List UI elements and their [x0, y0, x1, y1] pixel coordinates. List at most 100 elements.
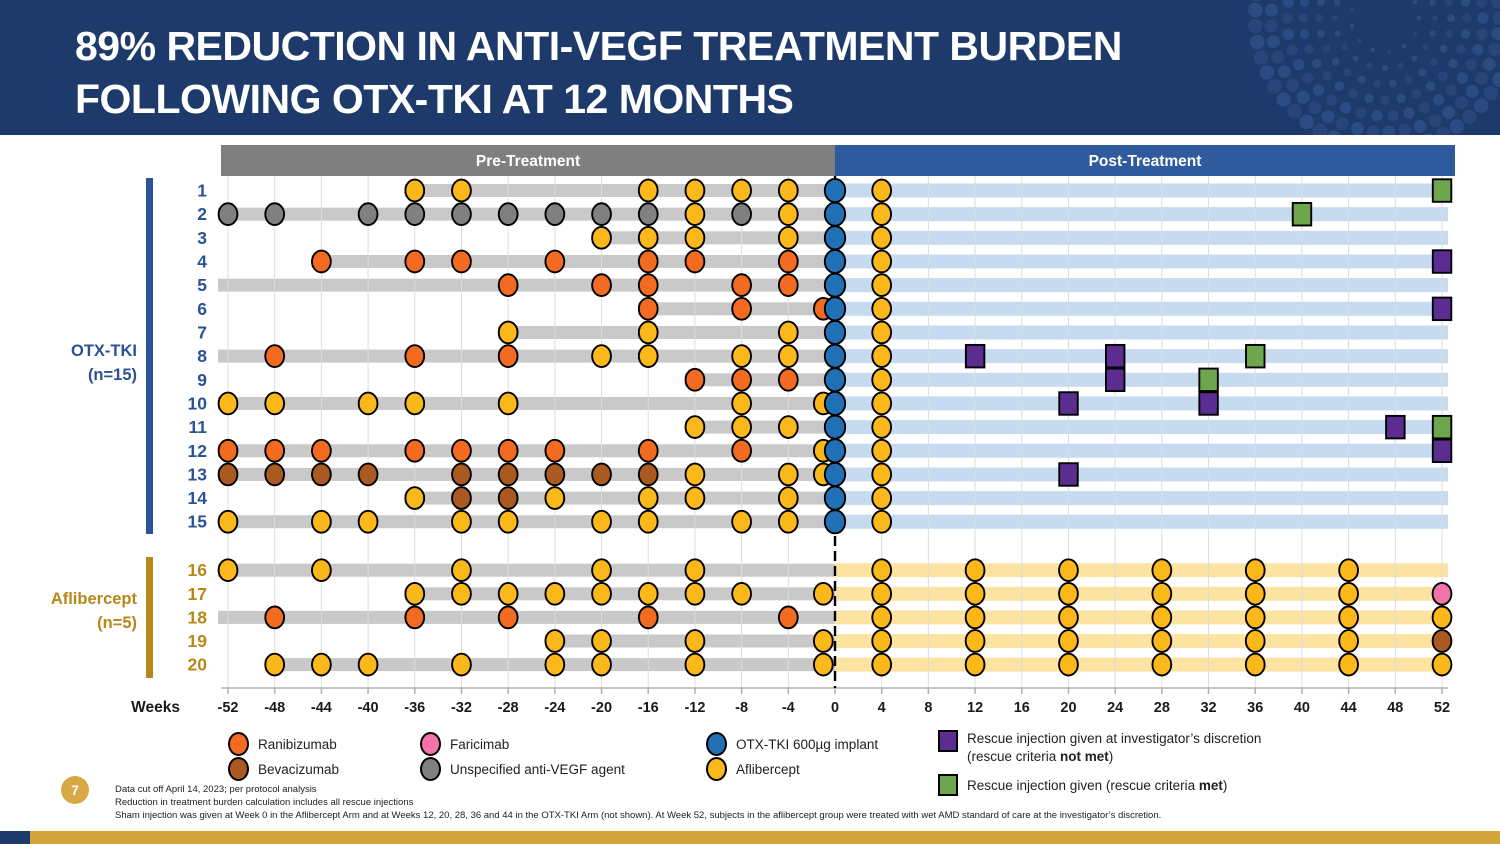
injection-dot-aflibercept — [777, 462, 799, 487]
injection-dot-otx-tki — [823, 319, 847, 346]
injection-dot-aflibercept — [964, 652, 986, 677]
injection-dot-ranibizumab — [637, 296, 659, 321]
post-treatment-band — [835, 514, 1448, 529]
otx-tki-group-n: (n=15) — [88, 366, 137, 384]
axis-tick-label: 32 — [1200, 700, 1216, 716]
injection-dot-bevacizumab — [591, 462, 612, 487]
injection-dot-aflibercept — [1151, 605, 1173, 630]
injection-dot-aflibercept — [684, 202, 706, 227]
injection-dot-otx-tki — [823, 296, 847, 322]
decoration-dot — [1340, 102, 1352, 114]
injection-dot-aflibercept — [591, 558, 612, 583]
injection-dot-ranibizumab — [777, 367, 799, 392]
injection-dot-aflibercept — [731, 415, 752, 439]
injection-dot-aflibercept — [1338, 605, 1359, 630]
axis-tick-label: 20 — [1060, 700, 1076, 716]
post-treatment-band — [835, 586, 1448, 601]
legend-item-ranibizumab: Ranibizumab — [228, 732, 337, 756]
pre-treatment-label: Pre-Treatment — [476, 153, 580, 170]
decoration-dot — [1331, 14, 1339, 22]
decoration-dot — [1402, 43, 1407, 49]
injection-dot-aflibercept — [637, 486, 659, 510]
injection-dot-ranibizumab — [777, 273, 799, 297]
injection-dot-aflibercept — [777, 344, 799, 368]
decoration-dot — [1381, 64, 1389, 72]
axis-tick-label: 36 — [1247, 700, 1263, 716]
decoration-dot — [1382, 125, 1396, 135]
post-treatment-band — [835, 491, 1448, 506]
post-treatment-band — [835, 563, 1448, 578]
injection-dot-ranibizumab — [777, 249, 799, 274]
injection-dot-aflibercept — [1058, 605, 1079, 630]
injection-dot-aflibercept — [684, 225, 706, 250]
decoration-dot — [1270, 0, 1277, 1]
injection-dot-aflibercept — [964, 581, 986, 606]
decoration-dot — [1404, 75, 1413, 84]
decoration-dot — [1491, 27, 1500, 41]
post-treatment-band — [835, 443, 1448, 458]
decoration-dot — [1386, 49, 1392, 54]
decoration-dot — [1371, 110, 1383, 122]
injection-dot-aflibercept — [777, 415, 799, 439]
decoration-dot — [1413, 119, 1427, 133]
injection-dot-aflibercept — [871, 367, 893, 392]
decoration-dot — [1366, 62, 1373, 69]
injection-dot-aflibercept — [591, 509, 612, 534]
injection-dot-aflibercept — [1244, 605, 1266, 630]
pre-treatment-header — [221, 145, 835, 176]
decoration-dot — [1447, 14, 1455, 22]
rescue-square-met — [1431, 414, 1453, 440]
footnote-2: Reduction in treatment burden calculatio… — [115, 797, 414, 808]
rescue-square-met — [1245, 343, 1266, 369]
decoration-dot — [1264, 3, 1278, 17]
injection-dot-aflibercept — [871, 391, 893, 416]
injection-dot-bevacizumab — [637, 462, 659, 487]
injection-dot-ranibizumab — [497, 605, 519, 630]
decoration-dot — [1448, 58, 1458, 69]
decoration-dot — [1355, 107, 1367, 119]
decoration-dot — [1247, 18, 1263, 34]
decoration-dot — [1343, 68, 1352, 77]
injection-dot-aflibercept — [1244, 629, 1266, 653]
decoration-dot — [1462, 109, 1477, 125]
decoration-dot — [1299, 0, 1310, 7]
injection-dot-ranibizumab — [404, 344, 426, 368]
injection-dot-aflibercept — [591, 629, 612, 653]
decoration-dot — [1397, 62, 1404, 69]
legend-item-faricimab: Faricimab — [420, 732, 509, 756]
pre-treatment-bar — [218, 563, 835, 577]
injection-dot-otx-tki — [823, 461, 847, 487]
injection-dot-aflibercept — [777, 509, 799, 534]
decoration-dot — [1317, 0, 1325, 7]
aflibercept-group-n: (n=5) — [97, 614, 137, 632]
injection-dot-otx-tki — [823, 201, 847, 227]
injection-dot-aflibercept — [871, 415, 893, 439]
row-number: 13 — [188, 464, 208, 484]
decoration-dot — [1416, 15, 1422, 21]
decoration-dot — [1423, 133, 1433, 135]
decoration-dot — [1418, 102, 1430, 114]
injection-dot-aflibercept — [1338, 629, 1359, 653]
rescue-met-post: ) — [1222, 777, 1228, 793]
injection-dot-aflibercept — [497, 391, 519, 416]
injection-dot-ranibizumab — [404, 438, 426, 463]
axis-tick-label: 24 — [1107, 700, 1123, 716]
dot-swirl-decoration — [1247, 0, 1500, 135]
injection-dot-aflibercept — [684, 178, 706, 203]
decoration-dot — [1431, 14, 1439, 22]
decoration-dot — [1327, 130, 1342, 135]
decoration-dot — [1389, 79, 1397, 88]
ranibizumab-swatch-icon — [228, 732, 249, 756]
injection-dot-aflibercept — [731, 178, 752, 203]
injection-dot-aflibercept — [731, 509, 752, 534]
row-number: 15 — [188, 512, 208, 532]
injection-dot-aflibercept — [871, 629, 893, 653]
axis-tick-label: -24 — [544, 700, 565, 716]
injection-dot-aflibercept — [637, 509, 659, 534]
post-treatment-header — [835, 145, 1455, 176]
decoration-dot — [1312, 123, 1328, 135]
injection-dot-ranibizumab — [731, 273, 752, 297]
injection-dot-aflibercept — [964, 629, 986, 653]
injection-dot-ranibizumab — [217, 438, 239, 463]
injection-dot-aflibercept — [684, 629, 706, 653]
